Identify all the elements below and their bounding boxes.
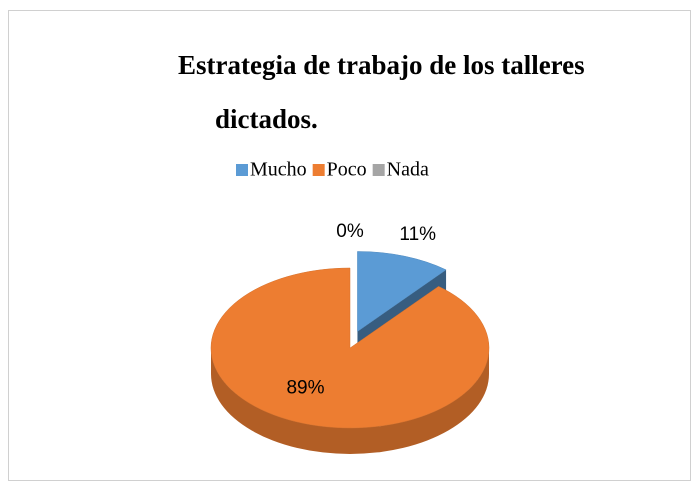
chart-title: Estrategia de trabajo de los talleres di… [178, 50, 585, 134]
pie-tops [210, 251, 490, 429]
data-label: 11% [399, 224, 436, 245]
pie-slice [357, 251, 447, 332]
pie-slice [210, 267, 490, 429]
data-label: 0% [336, 221, 364, 242]
chart-border [8, 10, 691, 481]
legend-label: Poco [327, 159, 367, 181]
legend-swatch [372, 164, 385, 176]
pie-slice-side [211, 348, 489, 454]
legend-swatch [312, 164, 325, 176]
legend-label: Mucho [250, 159, 307, 181]
legend-swatch [236, 164, 248, 176]
legend-label: Nada [387, 159, 429, 181]
data-label: 89% [286, 378, 324, 399]
legend: Mucho Poco Nada [236, 159, 429, 181]
